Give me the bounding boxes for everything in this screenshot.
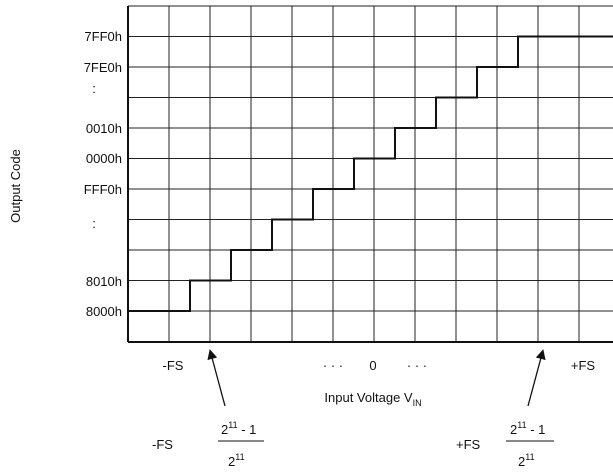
x-axis-label-sub: IN	[413, 398, 422, 408]
transfer-staircase	[128, 35, 613, 312]
left-num-base: 2	[221, 422, 228, 437]
left-num-tail: - 1	[238, 422, 257, 437]
y-tick-label: :	[92, 216, 96, 231]
y-tick-labels: 7FF0h 7FE0h : 0010h 0000h FFF0h : 8010h …	[84, 29, 122, 319]
left-den-exp: 11	[235, 452, 244, 462]
x-label-zero: 0	[369, 358, 376, 373]
right-formula-numerator: 211 - 1	[510, 420, 545, 437]
x-axis-labels: -FS · · · 0 · · · +FS	[163, 358, 596, 373]
right-formula-denominator: 211	[518, 452, 535, 469]
right-num-base: 2	[510, 422, 517, 437]
left-formula-numerator: 211 - 1	[221, 420, 256, 437]
grid	[127, 5, 613, 342]
x-label-dots-left: · · ·	[323, 358, 343, 373]
left-annotation-arrow	[207, 349, 226, 407]
y-tick-label: 8010h	[86, 274, 122, 289]
x-label-minus-fs: -FS	[163, 358, 184, 373]
left-den-base: 2	[228, 454, 235, 469]
left-num-exp: 11	[228, 420, 237, 430]
y-tick-label: 0000h	[86, 151, 122, 166]
right-annotation-arrow	[527, 349, 546, 407]
right-annotation-formula: +FS 211 - 1 211	[456, 420, 554, 469]
left-formula-prefix: -FS	[152, 437, 173, 452]
y-axis-label: Output Code	[8, 149, 23, 223]
right-den-exp: 11	[525, 452, 534, 462]
right-den-base: 2	[518, 454, 525, 469]
x-label-plus-fs: +FS	[571, 358, 596, 373]
y-tick-label: FFF0h	[84, 182, 122, 197]
left-annotation-formula: -FS 211 - 1 211	[152, 420, 264, 469]
right-num-tail: - 1	[527, 422, 546, 437]
x-axis-label: Input Voltage VIN	[324, 390, 421, 408]
y-tick-label: :	[92, 81, 96, 96]
y-tick-label: 7FF0h	[84, 29, 122, 44]
y-tick-label: 7FE0h	[84, 60, 122, 75]
y-tick-label: 0010h	[86, 121, 122, 136]
y-tick-label: 8000h	[86, 304, 122, 319]
right-num-exp: 11	[517, 420, 526, 430]
left-formula-denominator: 211	[228, 452, 245, 469]
x-axis-label-main: Input Voltage V	[324, 390, 413, 405]
x-label-dots-right: · · ·	[407, 358, 427, 373]
right-formula-prefix: +FS	[456, 437, 481, 452]
